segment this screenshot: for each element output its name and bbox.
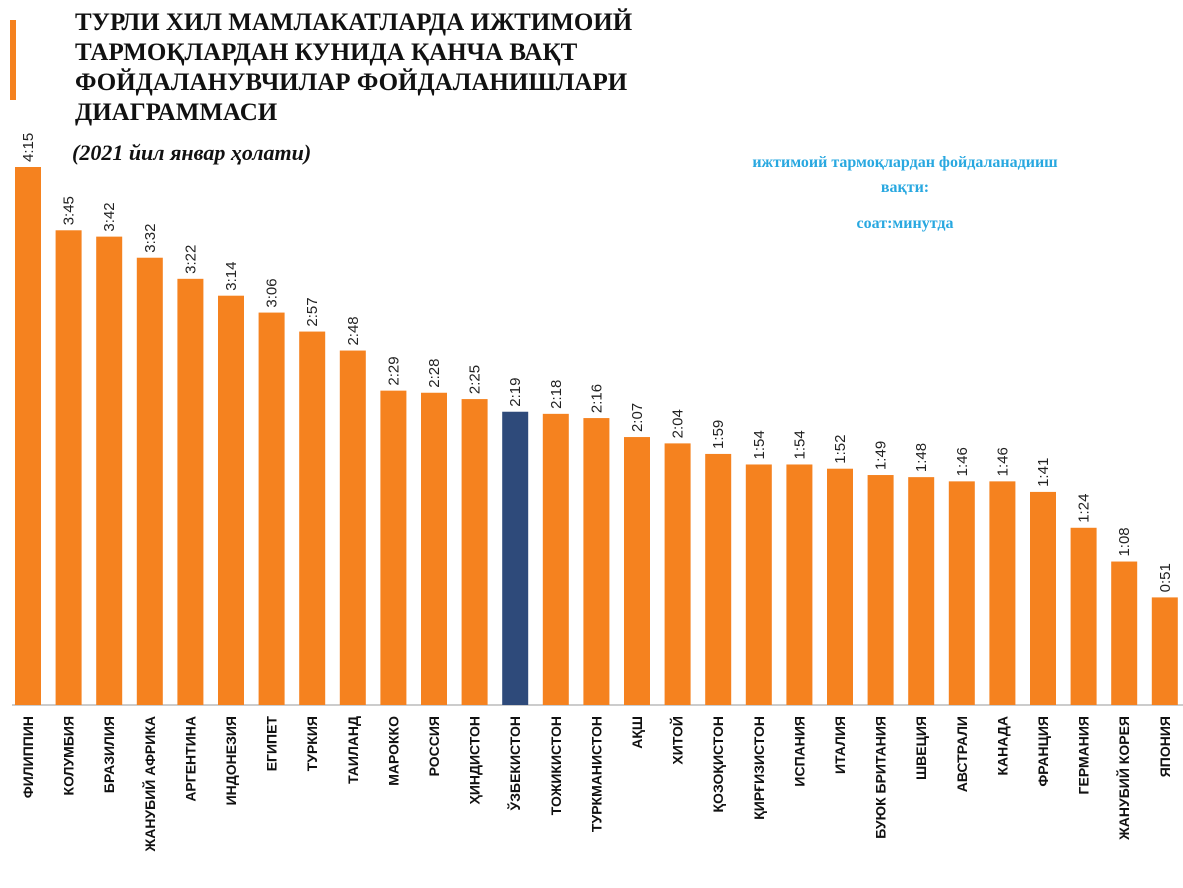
value-label: 1:52 — [832, 434, 849, 463]
value-label: 3:45 — [61, 196, 78, 225]
x-tick-label: ИТАЛИЯ — [832, 716, 848, 774]
x-tick-label: ҲИНДИСТОН — [467, 716, 483, 805]
value-label: 2:07 — [629, 403, 646, 432]
x-tick-label: КАНАДА — [994, 716, 1010, 775]
value-label: 1:24 — [1076, 494, 1093, 523]
x-tick-label: ИСПАНИЯ — [791, 716, 807, 787]
x-tick-label: ЖАНУБИЙ АФРИКА — [141, 716, 158, 852]
value-label: 3:22 — [182, 245, 199, 274]
value-label: 1:59 — [710, 420, 727, 449]
value-label: 2:25 — [467, 365, 484, 394]
bar — [989, 481, 1016, 705]
x-tick-label: АВСТРАЛИ — [954, 716, 970, 792]
value-label: 1:46 — [954, 447, 971, 476]
value-label: 3:14 — [223, 261, 240, 290]
bar — [583, 418, 610, 705]
value-label: 1:49 — [873, 441, 890, 470]
value-label: 3:06 — [264, 278, 281, 307]
bar — [705, 453, 732, 705]
x-tick-label: БУЮК БРИТАНИЯ — [873, 716, 889, 839]
bar — [421, 392, 447, 705]
annotation: ижтимоий тармоқлардан фойдаланадииш — [752, 154, 1058, 171]
bar — [542, 413, 569, 705]
x-tick-label: ЕГИПЕТ — [264, 716, 280, 772]
value-label: 2:16 — [588, 384, 605, 413]
value-label: 1:54 — [751, 430, 768, 459]
bar — [1070, 527, 1097, 705]
x-tick-label: ЎЗБЕКИСТОН — [506, 716, 523, 811]
chart-title: ТАРМОҚЛАРДАН КУНИДА ҚАНЧА ВАҚТ — [75, 39, 578, 66]
x-tick-label: ТУРКМАНИСТОН — [588, 716, 604, 832]
bar — [827, 468, 853, 705]
bar — [218, 295, 244, 705]
value-label: 3:32 — [142, 224, 159, 253]
value-label: 2:29 — [385, 356, 402, 385]
bar — [136, 257, 163, 705]
bar — [908, 477, 935, 705]
value-label: 2:48 — [345, 316, 362, 345]
x-tick-label: ТОЖИКИСТОН — [548, 716, 564, 815]
x-tick-label: ЯПОНИЯ — [1157, 716, 1173, 777]
bar — [502, 411, 529, 705]
value-label: 1:08 — [1116, 527, 1133, 556]
bar — [177, 278, 204, 705]
value-label: 2:18 — [548, 380, 565, 409]
bar — [461, 399, 488, 705]
x-tick-label: ЖАНУБИЙ КОРЕЯ — [1115, 716, 1132, 841]
value-label: 3:42 — [101, 202, 118, 231]
chart-title: ТУРЛИ ХИЛ МАМЛАКАТЛАРДА ИЖТИМОИЙ — [75, 8, 633, 36]
value-label: 4:15 — [20, 133, 37, 162]
x-tick-label: ФИЛИППИН — [20, 716, 36, 798]
chart-title: ФОЙДАЛАНУВЧИЛАР ФОЙДАЛАНИШЛАРИ — [75, 68, 628, 96]
bar — [96, 236, 123, 705]
x-tick-label: ФРАНЦИЯ — [1035, 716, 1051, 787]
chart-title: ДИАГРАММАСИ — [75, 99, 278, 126]
value-label: 1:46 — [994, 447, 1011, 476]
value-label: 1:48 — [913, 443, 930, 472]
chart-subtitle: (2021 йил январ ҳолати) — [72, 140, 311, 165]
bar — [664, 443, 691, 705]
x-tick-label: ГЕРМАНИЯ — [1076, 716, 1092, 794]
x-tick-label: ТАИЛАНД — [345, 716, 361, 784]
x-tick-label: ШВЕЦИЯ — [913, 716, 929, 780]
bar — [258, 312, 285, 705]
value-label: 2:19 — [507, 378, 524, 407]
x-tick-label: АҚШ — [629, 716, 645, 749]
bar — [1111, 561, 1138, 705]
annotation: вақти: — [881, 179, 929, 196]
bar — [55, 230, 82, 705]
x-tick-label: МАРОККО — [385, 716, 401, 786]
bar — [15, 167, 41, 705]
x-tick-label: КОЛУМБИЯ — [61, 716, 77, 795]
bar — [380, 390, 407, 705]
x-tick-label: ҚОЗОҚИСТОН — [710, 716, 726, 812]
x-tick-label: АРГЕНТИНА — [182, 716, 198, 802]
value-label: 1:54 — [791, 430, 808, 459]
x-tick-label: ХИТОЙ — [669, 716, 686, 765]
bar — [1030, 491, 1056, 705]
x-tick-label: ТУРКИЯ — [304, 716, 320, 771]
annotation: соат:минутда — [857, 215, 954, 232]
x-tick-label: ИНДОНЕЗИЯ — [223, 716, 239, 805]
accent-stripe — [10, 20, 16, 100]
x-tick-label: БРАЗИЛИЯ — [101, 716, 117, 793]
bar — [948, 481, 975, 705]
value-label: 0:51 — [1157, 563, 1174, 592]
value-label: 2:28 — [426, 359, 443, 388]
bar — [624, 437, 650, 705]
bar — [786, 464, 813, 705]
bar — [299, 331, 326, 705]
x-tick-label: ҚИРҒИЗИСТОН — [751, 716, 767, 820]
value-label: 2:04 — [670, 409, 687, 438]
value-label: 1:41 — [1035, 458, 1052, 487]
value-label: 2:57 — [304, 297, 321, 326]
bar — [339, 350, 366, 705]
bar — [1151, 597, 1178, 705]
bar — [867, 475, 894, 705]
bar — [745, 464, 772, 705]
x-tick-label: РОССИЯ — [426, 716, 442, 776]
